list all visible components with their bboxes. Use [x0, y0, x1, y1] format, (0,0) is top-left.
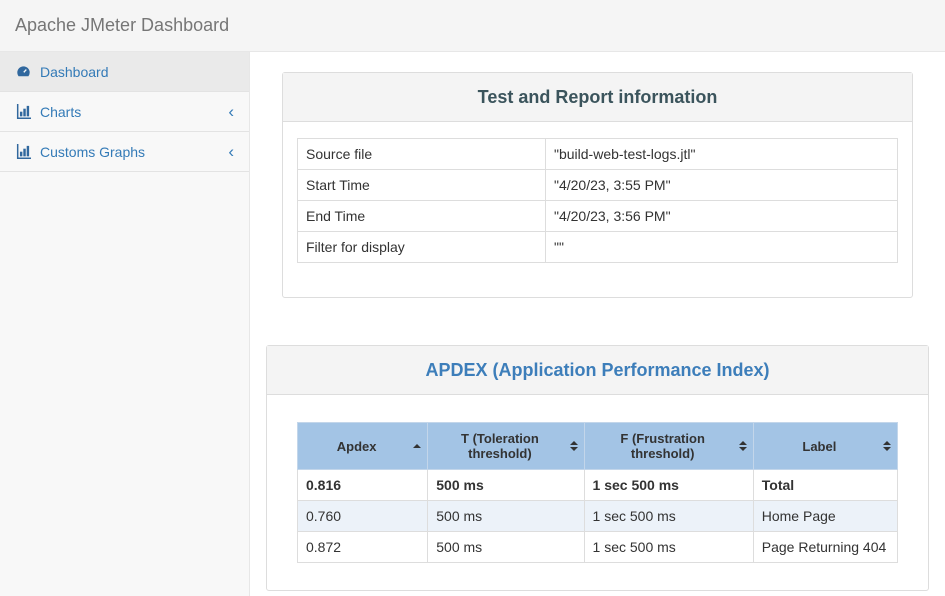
info-label: Start Time	[298, 170, 546, 201]
apdex-value: 0.760	[298, 501, 428, 532]
column-header-frustration[interactable]: F (Frustration threshold)	[584, 423, 753, 470]
label-value: Total	[753, 470, 897, 501]
panel-heading: Test and Report information	[283, 73, 912, 122]
dashboard-gauge-icon	[15, 64, 31, 80]
toleration-value: 500 ms	[428, 470, 584, 501]
table-row: 0.760 500 ms 1 sec 500 ms Home Page	[298, 501, 898, 532]
info-value: ""	[546, 232, 898, 263]
sidebar-item-customs-graphs[interactable]: Customs Graphs ‹	[0, 132, 249, 172]
sort-both-icon	[570, 441, 578, 451]
label-value: Page Returning 404	[753, 532, 897, 563]
chevron-left-icon: ‹	[228, 103, 234, 120]
sort-both-icon	[883, 441, 891, 451]
chevron-left-icon: ‹	[228, 143, 234, 160]
info-label: Filter for display	[298, 232, 546, 263]
panel-title: Test and Report information	[293, 88, 902, 106]
info-value: "4/20/23, 3:55 PM"	[546, 170, 898, 201]
table-row: 0.872 500 ms 1 sec 500 ms Page Returning…	[298, 532, 898, 563]
frustration-value: 1 sec 500 ms	[584, 470, 753, 501]
column-header-toleration[interactable]: T (Toleration threshold)	[428, 423, 584, 470]
frustration-value: 1 sec 500 ms	[584, 501, 753, 532]
table-row: Source file "build-web-test-logs.jtl"	[298, 139, 898, 170]
sidebar-item-label: Charts	[40, 104, 81, 120]
apdex-value: 0.816	[298, 470, 428, 501]
panel-title: APDEX (Application Performance Index)	[277, 361, 918, 379]
apdex-table: Apdex T (Toleration threshold) F (Frustr…	[297, 422, 898, 563]
info-value: "build-web-test-logs.jtl"	[546, 139, 898, 170]
panel-heading: APDEX (Application Performance Index)	[267, 346, 928, 395]
table-row: End Time "4/20/23, 3:56 PM"	[298, 201, 898, 232]
sidebar-item-dashboard[interactable]: Dashboard	[0, 52, 249, 92]
toleration-value: 500 ms	[428, 532, 584, 563]
sidebar-item-label: Dashboard	[40, 64, 109, 80]
toleration-value: 500 ms	[428, 501, 584, 532]
info-label: Source file	[298, 139, 546, 170]
main-content: Test and Report information Source file …	[250, 52, 945, 596]
column-header-apdex[interactable]: Apdex	[298, 423, 428, 470]
apdex-value: 0.872	[298, 532, 428, 563]
sidebar-item-label: Customs Graphs	[40, 144, 145, 160]
table-row: Start Time "4/20/23, 3:55 PM"	[298, 170, 898, 201]
column-header-label[interactable]: Label	[753, 423, 897, 470]
label-value: Home Page	[753, 501, 897, 532]
sort-both-icon	[739, 441, 747, 451]
app-title: Apache JMeter Dashboard	[15, 15, 229, 36]
info-label: End Time	[298, 201, 546, 232]
table-header-row: Apdex T (Toleration threshold) F (Frustr…	[298, 423, 898, 470]
table-row: Filter for display ""	[298, 232, 898, 263]
panel-body: Apdex T (Toleration threshold) F (Frustr…	[267, 395, 928, 590]
table-row: 0.816 500 ms 1 sec 500 ms Total	[298, 470, 898, 501]
app-header: Apache JMeter Dashboard	[0, 0, 945, 52]
test-report-info-panel: Test and Report information Source file …	[282, 72, 913, 298]
frustration-value: 1 sec 500 ms	[584, 532, 753, 563]
bar-chart-icon	[15, 144, 31, 160]
page-layout: Dashboard Charts ‹	[0, 52, 945, 596]
test-info-table: Source file "build-web-test-logs.jtl" St…	[297, 138, 898, 263]
panel-body: Source file "build-web-test-logs.jtl" St…	[283, 122, 912, 297]
sidebar-item-charts[interactable]: Charts ‹	[0, 92, 249, 132]
sidebar: Dashboard Charts ‹	[0, 52, 250, 596]
apdex-panel: APDEX (Application Performance Index) Ap…	[266, 345, 929, 591]
info-value: "4/20/23, 3:56 PM"	[546, 201, 898, 232]
sort-ascending-icon	[413, 444, 421, 448]
bar-chart-icon	[15, 104, 31, 120]
